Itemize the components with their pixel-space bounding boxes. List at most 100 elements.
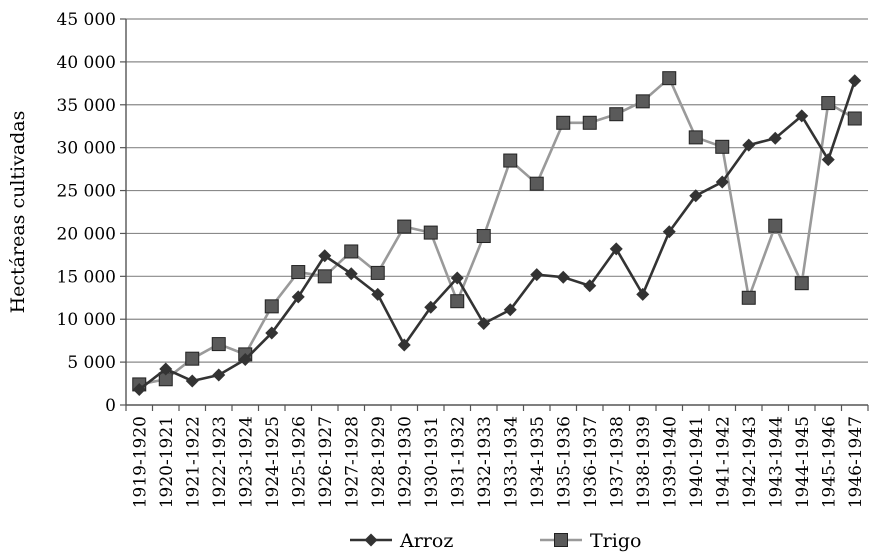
data-point — [609, 242, 623, 256]
x-tick-label: 1944-1945 — [793, 416, 813, 508]
x-tick-label: 1932-1933 — [475, 416, 495, 508]
data-point — [741, 290, 756, 305]
series-trigo — [132, 71, 862, 392]
data-point — [476, 229, 491, 244]
y-tick-label: 20 000 — [57, 224, 116, 244]
y-tick-label: 45 000 — [57, 10, 116, 30]
data-point — [848, 74, 862, 88]
y-axis-title: Hectáreas cultivadas — [7, 111, 29, 314]
data-point — [768, 218, 783, 233]
y-tick-label: 40 000 — [57, 53, 116, 73]
x-tick-label: 1938-1939 — [634, 416, 654, 508]
x-tick-label: 1927-1928 — [342, 416, 362, 508]
series-line — [138, 80, 856, 391]
y-tick-label: 30 000 — [57, 139, 116, 159]
axes — [125, 19, 868, 406]
x-tick-label: 1920-1921 — [157, 416, 177, 508]
x-tick-label: 1919-1920 — [130, 416, 150, 508]
data-point — [635, 94, 650, 109]
data-point — [556, 270, 570, 284]
y-tick-label: 35 000 — [57, 96, 116, 116]
data-point — [344, 267, 358, 281]
series-arroz — [132, 74, 862, 397]
data-point — [821, 96, 836, 111]
data-point — [847, 111, 862, 126]
data-point — [370, 265, 385, 280]
legend-item-trigo: Trigo — [540, 530, 641, 552]
series-line — [139, 76, 856, 386]
data-point — [211, 337, 226, 352]
legend-label: Arroz — [399, 530, 453, 552]
x-axis-tick-labels: 1919-1920 1920-1921 1921-1922 1922-1923 1923… — [125, 405, 869, 508]
x-tick-label: 1941-1942 — [713, 416, 733, 508]
y-tick-label: 10 000 — [57, 310, 116, 330]
data-point — [371, 287, 385, 301]
data-point — [529, 176, 544, 191]
data-point — [688, 130, 703, 145]
data-point — [503, 153, 518, 168]
x-tick-label: 1943-1944 — [766, 416, 786, 508]
data-point — [794, 276, 809, 291]
legend: Arroz Trigo — [350, 530, 641, 552]
x-tick-label: 1936-1937 — [581, 416, 601, 508]
data-point — [582, 115, 597, 130]
data-point — [317, 269, 332, 284]
legend-marker — [364, 533, 378, 547]
x-tick-label: 1940-1941 — [687, 416, 707, 508]
data-point — [397, 219, 412, 234]
x-tick-label: 1921-1922 — [183, 416, 203, 508]
data-point — [185, 374, 199, 388]
data-point — [212, 368, 226, 382]
data-point — [636, 287, 650, 301]
data-point — [662, 225, 676, 239]
x-tick-label: 1939-1940 — [660, 416, 680, 508]
data-point — [662, 71, 677, 86]
data-point — [477, 317, 491, 331]
x-tick-label: 1946-1947 — [846, 416, 866, 508]
data-point — [132, 383, 146, 397]
data-point — [424, 300, 438, 314]
x-tick-label: 1928-1929 — [369, 416, 389, 508]
legend-item-arroz: Arroz — [350, 530, 453, 552]
data-point — [397, 338, 411, 352]
data-point — [450, 294, 465, 309]
data-point — [265, 326, 279, 340]
legend-label: Trigo — [590, 530, 641, 552]
y-tick-label: 15 000 — [57, 267, 116, 287]
y-tick-label: 25 000 — [57, 182, 116, 202]
x-tick-label: 1925-1926 — [289, 416, 309, 508]
x-tick-label: 1931-1932 — [448, 416, 468, 508]
data-point — [742, 138, 756, 152]
data-point — [238, 353, 252, 367]
data-point — [609, 107, 624, 122]
x-tick-label: 1929-1930 — [395, 416, 415, 508]
x-tick-label: 1942-1943 — [740, 416, 760, 508]
data-point — [291, 265, 306, 280]
x-tick-label: 1924-1925 — [263, 416, 283, 508]
x-tick-label: 1926-1927 — [316, 416, 336, 508]
legend-marker — [554, 533, 568, 547]
y-tick-label: 0 — [105, 396, 116, 416]
grid-lines — [126, 18, 868, 363]
x-tick-label: 1945-1946 — [819, 416, 839, 508]
data-point — [503, 303, 517, 317]
y-axis-tick-labels: 0 5 000 10 000 15 000 20 000 25 000 30 000 35 0… — [57, 10, 126, 416]
y-tick-label: 5 000 — [67, 353, 116, 373]
data-point — [689, 189, 703, 203]
data-point — [450, 271, 464, 285]
data-point — [821, 153, 835, 167]
data-point — [583, 279, 597, 293]
x-tick-label: 1934-1935 — [528, 416, 548, 508]
data-point — [768, 131, 782, 145]
data-point — [556, 115, 571, 130]
data-point — [344, 244, 359, 259]
data-point — [159, 362, 173, 376]
data-point — [715, 175, 729, 189]
data-point — [795, 109, 809, 123]
x-tick-label: 1923-1924 — [236, 416, 256, 508]
data-point — [530, 268, 544, 282]
x-tick-label: 1930-1931 — [422, 416, 442, 508]
x-tick-label: 1935-1936 — [554, 416, 574, 508]
series-layer — [132, 71, 862, 397]
